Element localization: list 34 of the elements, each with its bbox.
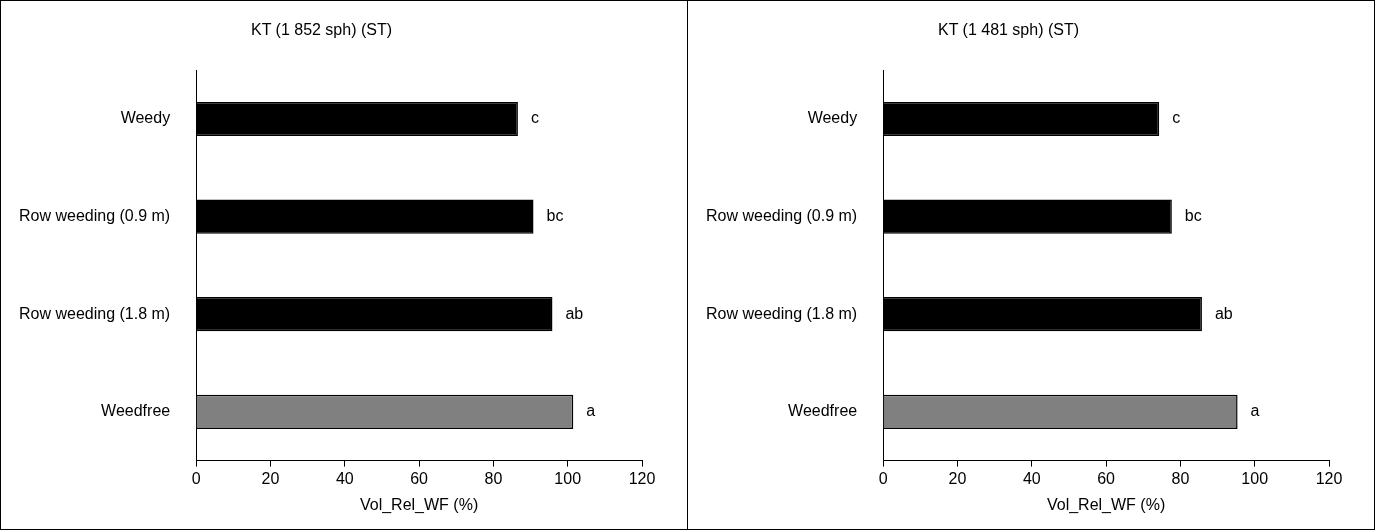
annotation: c: [1172, 109, 1181, 127]
x-tick-label: 20: [948, 469, 967, 487]
x-axis-title: Vol_Rel_WF (%): [1046, 495, 1166, 514]
x-tick-label: 80: [1171, 469, 1190, 487]
x-tick-label: 20: [261, 469, 280, 487]
x-tick-label: 80: [484, 469, 503, 487]
annotation: a: [586, 402, 596, 420]
chart-title: KT (1 852 sph) (ST): [250, 21, 393, 39]
annotation: bc: [1184, 207, 1202, 225]
x-tick-label: 0: [878, 469, 888, 487]
y-tick-label: Row weeding (1.8 m): [706, 304, 858, 322]
annotation: bc: [546, 207, 564, 225]
annotation: c: [530, 109, 539, 127]
y-tick-label: Weedy: [120, 109, 171, 127]
y-tick-label: Row weeding (0.9 m): [19, 207, 171, 225]
x-tick-label: 100: [554, 469, 582, 487]
x-tick-label: 60: [410, 469, 429, 487]
x-tick-label: 40: [335, 469, 354, 487]
x-tick-label: 120: [628, 469, 656, 487]
y-tick-label: Weedfree: [788, 402, 858, 420]
annotation: ab: [565, 304, 584, 322]
y-tick-label: Weedy: [807, 109, 858, 127]
chart-title: KT (1 481 sph) (ST): [937, 21, 1080, 39]
y-tick-label: Weedfree: [101, 402, 171, 420]
x-tick-label: 120: [1315, 469, 1343, 487]
annotation: ab: [1214, 304, 1233, 322]
x-tick-label: 0: [191, 469, 201, 487]
x-tick-label: 60: [1097, 469, 1116, 487]
x-tick-label: 40: [1022, 469, 1041, 487]
annotation: a: [1250, 402, 1260, 420]
x-tick-label: 100: [1241, 469, 1269, 487]
y-tick-label: Row weeding (1.8 m): [19, 304, 171, 322]
x-axis-title: Vol_Rel_WF (%): [359, 495, 479, 514]
y-tick-label: Row weeding (0.9 m): [706, 207, 858, 225]
